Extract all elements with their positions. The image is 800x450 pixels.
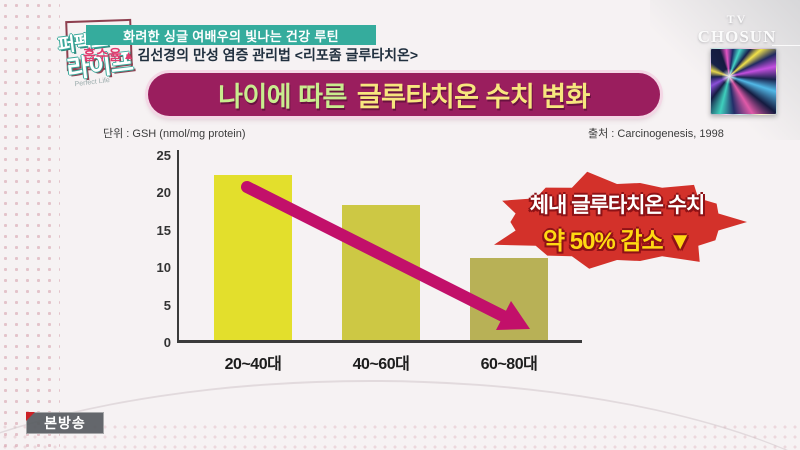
y-tick-label: 10 (156, 260, 171, 276)
header-banner: 화려한 싱글 여배우의 빛나는 건강 루틴 (86, 25, 376, 45)
callout-text: 체내 글루타치온 수치 약 50% 감소 ▼ (483, 170, 751, 274)
bar-20~40대 (214, 175, 292, 340)
x-axis-label: 20~40대 (224, 356, 282, 373)
callout-line-2-text: 약 50% 감소 (542, 227, 664, 255)
header-banner-text: 화려한 싱글 여배우의 빛나는 건강 루틴 (123, 28, 339, 44)
channel-watermark-tv: TV (726, 12, 748, 26)
subtitle-text: 김선경의 만성 염증 관리법 <리포좀 글루타치온> (137, 46, 419, 63)
title-part-2: 글루타치온 수치 변화 (356, 82, 591, 112)
y-tick-label: 25 (156, 148, 171, 163)
x-axis-label: 40~60대 (352, 356, 410, 373)
channel-watermark-chosun: CHOSUN (697, 27, 777, 46)
laser-show-thumbnail (710, 48, 777, 115)
unit-label: 단위 : GSH (nmol/mg protein) (103, 128, 246, 140)
title-part-1: 나이에 따른 (218, 82, 347, 112)
subtitle-highlight: 흡수율 (83, 46, 122, 63)
callout-line-2: 약 50% 감소 ▼ (542, 221, 692, 256)
channel-watermark: TV CHOSUN (692, 12, 800, 47)
halftone-dots-left (0, 0, 60, 450)
callout: 체내 글루타치온 수치 약 50% 감소 ▼ (483, 170, 751, 274)
down-arrow-icon: ▼ (668, 227, 692, 255)
badge-corner-triangle (26, 412, 35, 421)
callout-line-1: 체내 글루타치온 수치 (529, 193, 706, 217)
live-broadcast-badge: 본방송 (26, 412, 104, 434)
y-tick-label: 0 (163, 335, 171, 350)
badge-label: 본방송 (44, 415, 86, 431)
up-arrow-icon: ▲ (122, 47, 135, 62)
chart-title-pill: 나이에 따른 글루타치온 수치 변화 (148, 73, 660, 116)
y-tick-label: 20 (156, 185, 171, 201)
y-tick-label: 5 (163, 297, 171, 313)
x-axis-label: 60~80대 (480, 356, 538, 373)
watermark-rule (772, 45, 800, 46)
source-label: 출처 : Carcinogenesis, 1998 (588, 128, 724, 140)
background-swoosh (0, 380, 800, 450)
starburst-shape (494, 171, 747, 269)
header-subtitle: 흡수율 ▲ 김선경의 만성 염증 관리법 <리포좀 글루타치온> (83, 45, 503, 64)
bar-40~60대 (342, 205, 420, 340)
y-tick-label: 15 (156, 222, 171, 238)
